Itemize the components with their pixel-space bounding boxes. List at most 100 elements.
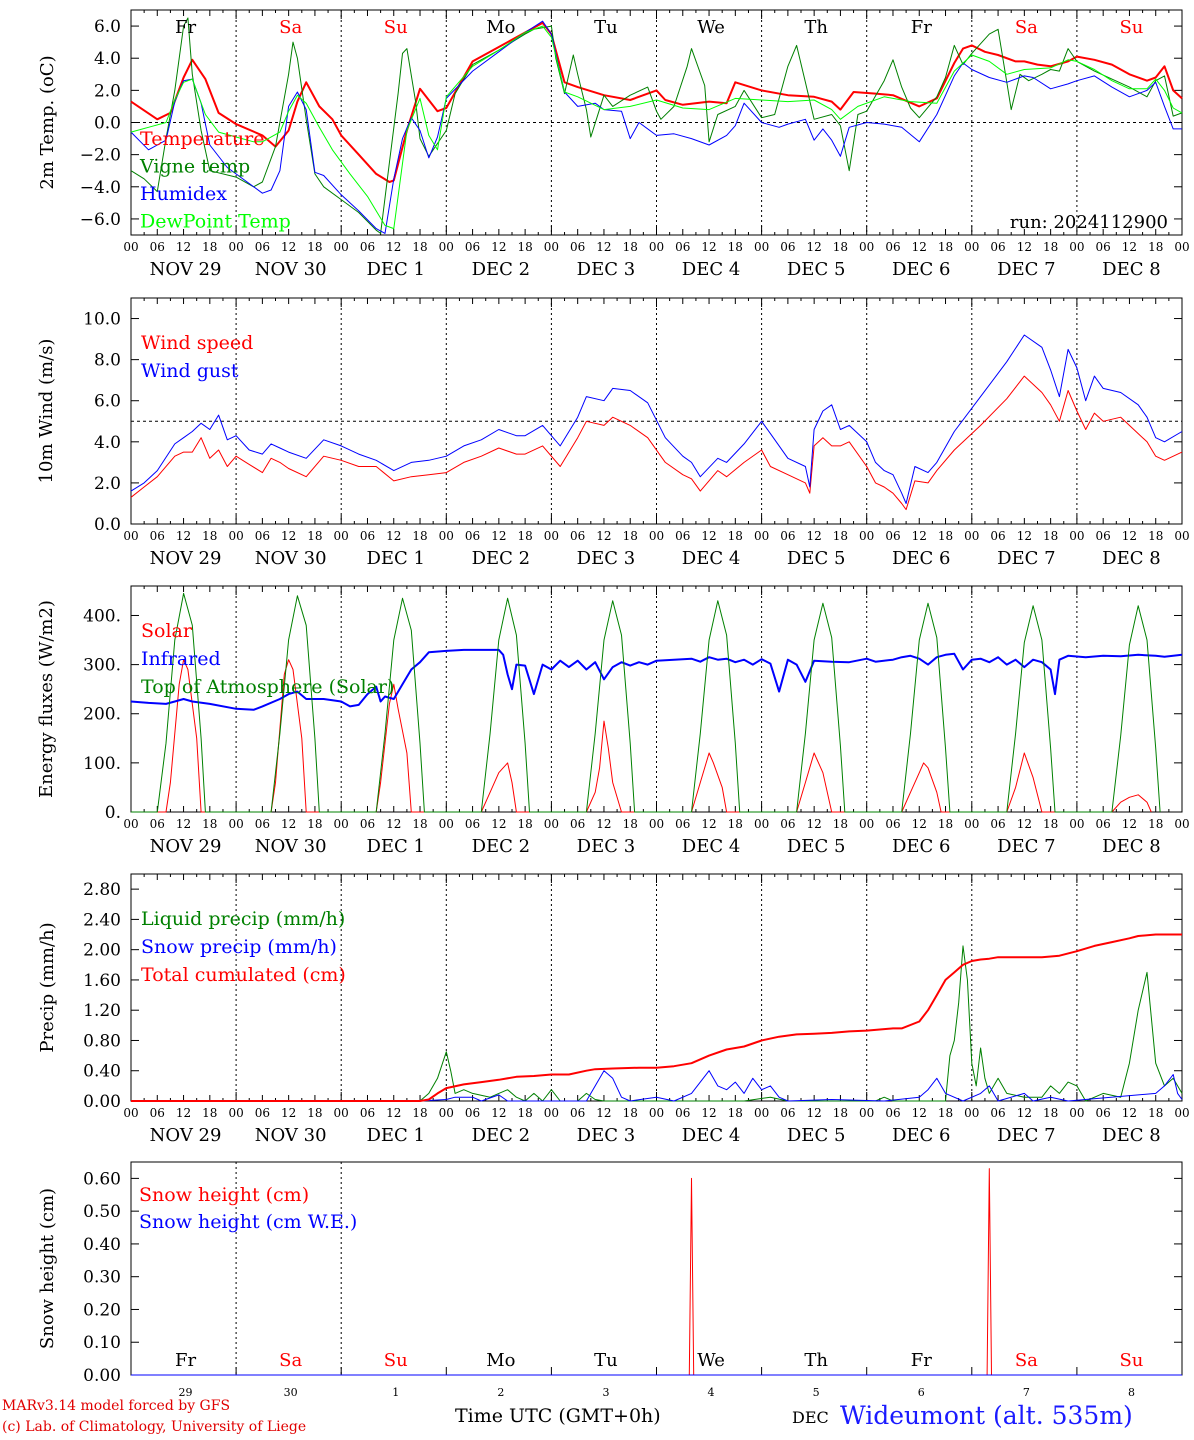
hour-label: 12 [807, 1106, 822, 1120]
month-label: DEC [792, 1408, 829, 1427]
hour-label: 06 [570, 817, 585, 831]
precip-y-tick-label: 0.40 [83, 1062, 121, 1082]
lab-credit: (c) Lab. of Climatology, University of L… [2, 1419, 307, 1435]
date-label: DEC 8 [1102, 1125, 1161, 1146]
day-number: 8 [1128, 1386, 1135, 1399]
hour-label: 06 [675, 240, 690, 254]
date-label: DEC 1 [366, 1125, 425, 1146]
date-label: DEC 8 [1102, 836, 1161, 857]
hour-label: 00 [544, 529, 559, 543]
hour-label: 00 [754, 529, 769, 543]
hour-label: 18 [202, 1106, 217, 1120]
hour-label: 00 [334, 240, 349, 254]
flux-y-tick-label: 100. [83, 754, 121, 774]
hour-label: 06 [465, 1106, 480, 1120]
hour-label: 06 [675, 529, 690, 543]
y-axis-label: Precip (mm/h) [37, 922, 58, 1052]
hour-label: 00 [649, 817, 664, 831]
hour-label: 06 [360, 817, 375, 831]
precip-y-tick-label: 2.80 [83, 880, 121, 900]
plot-frame [130, 297, 1183, 525]
flux-y-tick-label: 300. [83, 656, 121, 676]
hour-label: 12 [807, 817, 822, 831]
series-liquid-precip-mm-h- [131, 945, 1183, 1102]
hour-label: 00 [1174, 240, 1189, 254]
day-name: Fr [175, 1350, 196, 1371]
hour-label: 12 [1122, 240, 1137, 254]
hour-label: 18 [412, 240, 427, 254]
hour-label: 00 [859, 529, 874, 543]
hour-label: 06 [570, 240, 585, 254]
hour-label: 06 [885, 529, 900, 543]
hour-label: 12 [386, 1106, 401, 1120]
hour-label: 12 [1122, 1106, 1137, 1120]
plot-frame [130, 585, 1183, 813]
date-label: NOV 29 [150, 259, 222, 280]
hour-label: 00 [1069, 529, 1084, 543]
hour-label: 00 [1069, 817, 1084, 831]
hour-label: 12 [1122, 529, 1137, 543]
day-name: Fr [175, 17, 196, 38]
hour-label: 12 [176, 240, 191, 254]
hour-label: 00 [228, 529, 243, 543]
y-axis-label: Energy fluxes (W/m2) [36, 600, 57, 798]
hour-label: 06 [780, 1106, 795, 1120]
hour-label: 18 [938, 240, 953, 254]
hour-label: 00 [228, 817, 243, 831]
hour-label: 18 [202, 240, 217, 254]
hour-label: 00 [1069, 1106, 1084, 1120]
hour-label: 12 [596, 529, 611, 543]
hour-label: 00 [123, 529, 138, 543]
hour-label: 00 [228, 240, 243, 254]
hour-label: 12 [701, 529, 716, 543]
snow-y-tick-label: 0.40 [83, 1235, 121, 1255]
hour-label: 00 [1174, 1106, 1189, 1120]
day-name: Su [384, 1350, 408, 1371]
hour-label: 18 [202, 817, 217, 831]
day-name: Mo [486, 1350, 515, 1371]
hour-label: 12 [807, 529, 822, 543]
date-label: DEC 2 [472, 259, 531, 280]
hour-label: 18 [307, 529, 322, 543]
run-label: run: 2024112900 [1010, 212, 1168, 233]
hour-label: 06 [360, 1106, 375, 1120]
hour-label: 00 [859, 240, 874, 254]
hour-label: 06 [885, 240, 900, 254]
precip-y-tick-label: 2.40 [83, 910, 121, 930]
hour-label: 00 [334, 1106, 349, 1120]
hour-label: 18 [833, 1106, 848, 1120]
date-label: NOV 30 [255, 836, 327, 857]
hour-label: 18 [623, 1106, 638, 1120]
hour-label: 00 [964, 1106, 979, 1120]
date-label: DEC 2 [472, 1125, 531, 1146]
hour-label: 06 [780, 817, 795, 831]
day-number: 7 [1023, 1386, 1030, 1399]
hour-label: 18 [307, 240, 322, 254]
hour-label: 12 [1017, 1106, 1032, 1120]
series-temperature [130, 21, 1183, 183]
series-infrared [130, 648, 1183, 711]
date-label: DEC 4 [682, 1125, 741, 1146]
day-number: 5 [813, 1386, 820, 1399]
day-number: 4 [708, 1386, 715, 1399]
hour-label: 12 [176, 817, 191, 831]
hour-label: 06 [255, 817, 270, 831]
series-dewpoint-temp [130, 25, 1183, 230]
date-label: DEC 5 [787, 1125, 846, 1146]
station-name: Wideumont (alt. 535m) [840, 1401, 1133, 1430]
hour-label: 18 [1148, 817, 1163, 831]
hour-label: 12 [176, 1106, 191, 1120]
hour-label: 06 [255, 529, 270, 543]
hour-label: 06 [990, 817, 1005, 831]
day-name: Tu [594, 17, 618, 38]
hour-label: 18 [202, 529, 217, 543]
chart-panel-1: 00 06 12 18 NOV 29 00 06 12 18 NOV 30 00 06 12 18 DEC … [37, 9, 1190, 280]
snow-y-tick-label: 0.20 [83, 1300, 121, 1320]
hour-label: 06 [570, 529, 585, 543]
day-name: Fr [911, 1350, 932, 1371]
x-axis-title: Time UTC (GMT+0h) [455, 1405, 661, 1427]
hour-label: 06 [1096, 1106, 1111, 1120]
legend-entry: Top of Atmosphere (Solar) [141, 676, 394, 698]
day-name: We [697, 1350, 725, 1371]
